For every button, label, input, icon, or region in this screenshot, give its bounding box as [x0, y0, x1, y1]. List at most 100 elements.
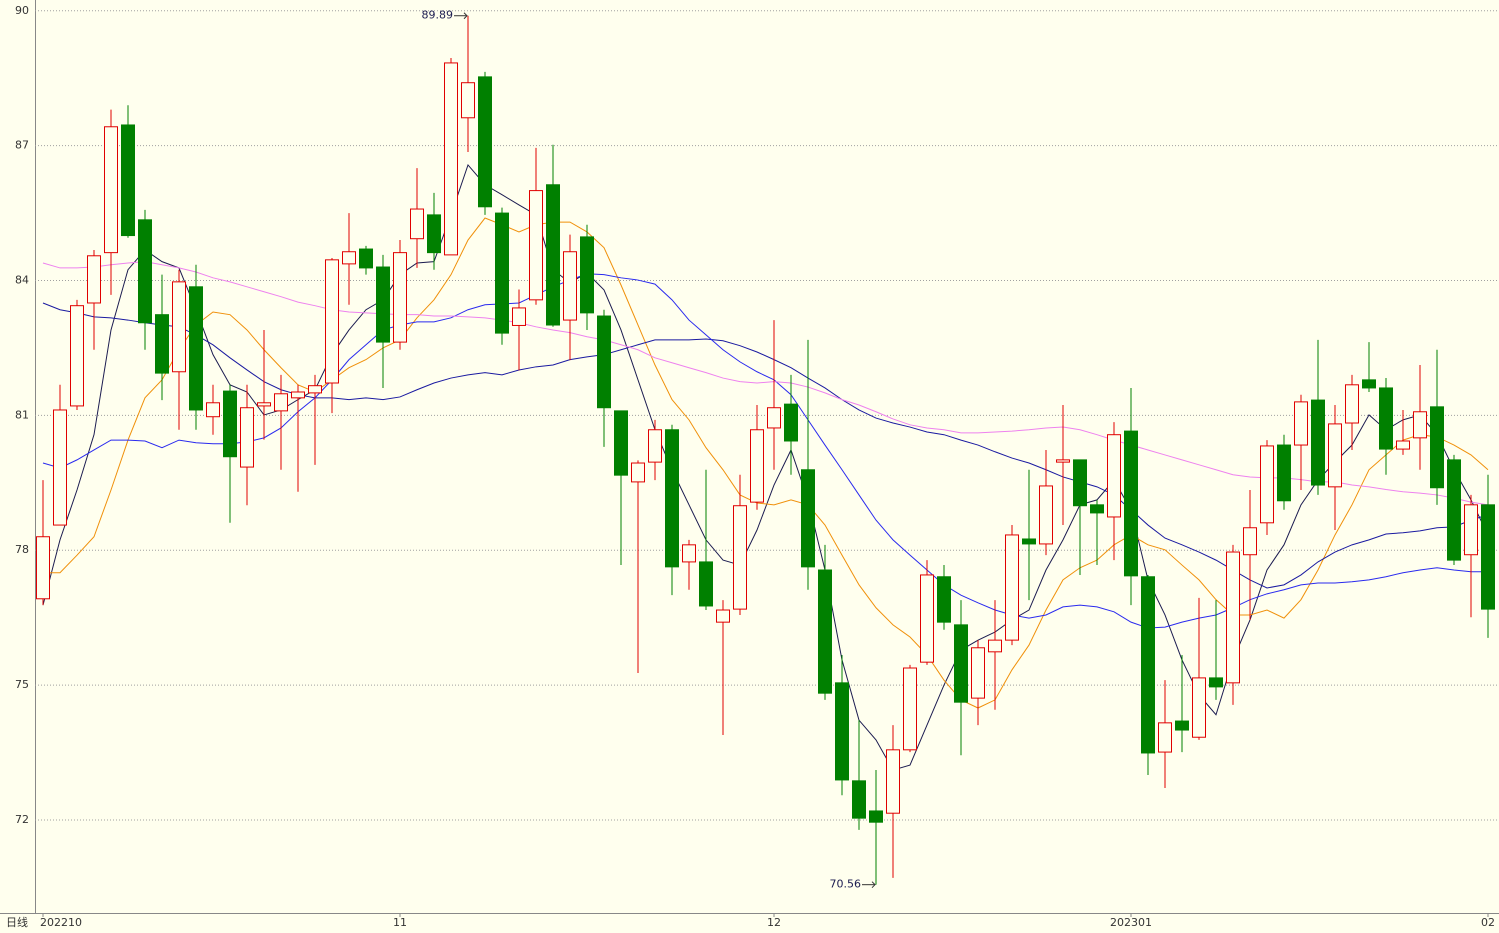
candle-body: [937, 576, 951, 623]
candle-body: [1311, 399, 1325, 486]
y-tick-label: 72: [15, 813, 29, 826]
candle-body: [1345, 384, 1359, 424]
candle-body: [580, 236, 594, 314]
candle-body: [869, 810, 883, 823]
candle-body: [682, 544, 696, 563]
candle-body: [716, 609, 730, 623]
candle-body: [1464, 504, 1478, 556]
candle-body: [1294, 401, 1308, 446]
candle-body: [750, 429, 764, 503]
candle-body: [291, 391, 305, 399]
candle-body: [223, 390, 237, 458]
candle-body: [818, 569, 832, 694]
moving-average-line: [42, 261, 1489, 506]
candle-body: [1243, 527, 1257, 556]
candle-body: [597, 315, 611, 409]
y-tick-label: 81: [15, 408, 29, 421]
candle-body: [325, 259, 339, 384]
candle-body: [1090, 504, 1104, 514]
candle-body: [393, 252, 407, 343]
candle-body: [767, 407, 781, 429]
candle-body: [104, 126, 118, 254]
candle-body: [461, 82, 475, 119]
candle-body: [699, 561, 713, 607]
candle-body: [546, 184, 560, 326]
candle-body: [1192, 677, 1206, 738]
candle-body: [1413, 411, 1427, 439]
candle-body: [87, 255, 101, 304]
candle-body: [376, 266, 390, 343]
candle-body: [1005, 534, 1019, 641]
candle-body: [733, 505, 747, 610]
candle-body: [427, 214, 441, 254]
candle-body: [342, 251, 356, 265]
candle-body: [648, 429, 662, 463]
candle-body: [172, 281, 186, 373]
candle-body: [1124, 430, 1138, 577]
annotation-label: 89.89: [422, 9, 454, 22]
candle-body: [495, 212, 509, 334]
candle-body: [206, 402, 220, 418]
candle-body: [529, 190, 543, 301]
candle-body: [308, 385, 322, 394]
moving-average-line: [42, 302, 1489, 589]
y-tick-label: 87: [15, 139, 29, 152]
y-tick-label: 90: [15, 4, 29, 17]
candle-body: [1396, 440, 1410, 450]
candle-body: [121, 124, 135, 237]
candle-body: [954, 624, 968, 703]
candle-body: [155, 314, 169, 374]
candle-body: [138, 219, 152, 324]
candle-body: [1107, 434, 1121, 518]
candle-body: [835, 682, 849, 781]
candle-body: [1073, 459, 1087, 507]
moving-average-line: [43, 217, 1489, 709]
candle-body: [274, 393, 288, 412]
x-tick-label: 02: [1481, 916, 1495, 929]
candle-body: [1379, 387, 1393, 450]
candle-body: [971, 647, 985, 699]
x-tick-label: 12: [767, 916, 781, 929]
candle-body: [257, 402, 271, 407]
candle-body: [240, 407, 254, 468]
y-tick-label: 75: [15, 678, 29, 691]
candle-body: [1260, 445, 1274, 524]
candle-body: [1447, 459, 1461, 561]
x-tick-label: 11: [393, 916, 407, 929]
x-tick-label: 202210: [40, 916, 82, 929]
candle-body: [988, 639, 1002, 653]
candle-body: [920, 574, 934, 663]
candle-body: [410, 208, 424, 240]
candle-body: [1430, 406, 1444, 489]
candle-body: [512, 307, 526, 326]
candle-body: [801, 469, 815, 568]
candle-body: [70, 305, 84, 407]
candle-body: [903, 667, 917, 751]
candle-body: [1226, 551, 1240, 684]
annotation-arrowhead: [871, 881, 876, 889]
axis-label: 日线: [6, 915, 28, 929]
candle-body: [886, 749, 900, 814]
y-tick-label: 78: [15, 543, 29, 556]
candle-body: [189, 286, 203, 411]
candle-body: [1056, 459, 1070, 463]
candle-body: [614, 410, 628, 476]
candle-body: [1141, 576, 1155, 754]
annotation-arrowhead: [463, 12, 468, 20]
candle-body: [53, 409, 67, 526]
candle-body: [665, 429, 679, 568]
candle-body: [1277, 444, 1291, 502]
candle-body: [1039, 485, 1053, 545]
candle-body: [784, 403, 798, 442]
candle-body: [1022, 538, 1036, 545]
candle-body: [1158, 722, 1172, 753]
candle-body: [1209, 677, 1223, 688]
y-tick-label: 84: [15, 274, 29, 287]
candle-body: [563, 251, 577, 321]
candle-body: [1362, 379, 1376, 389]
candle-body: [1481, 504, 1495, 610]
moving-average-line: [42, 273, 1488, 629]
